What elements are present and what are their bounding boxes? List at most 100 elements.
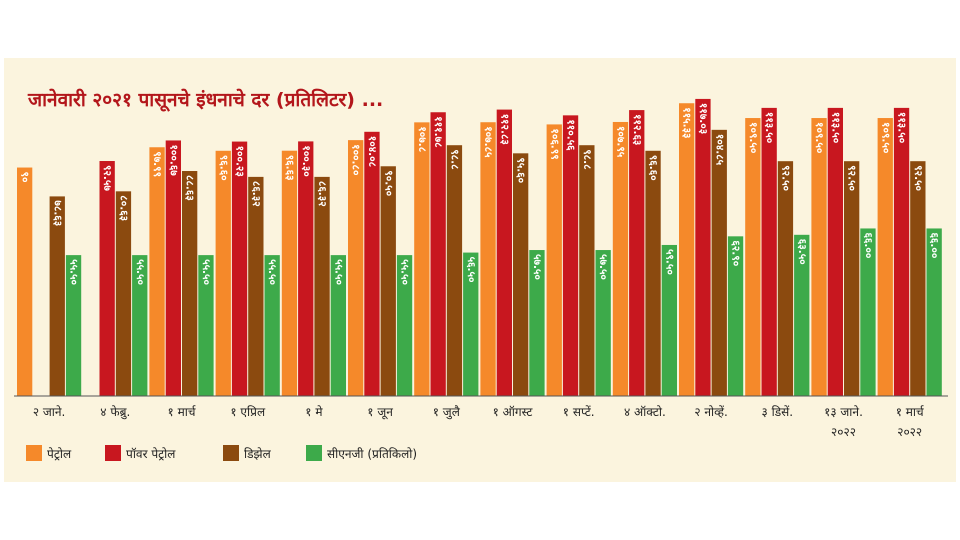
bar-4-11 xyxy=(727,236,744,396)
bar-value-label: १००.८० xyxy=(350,144,362,176)
bar-value-label: १०९.५० xyxy=(879,122,891,154)
bar-2-9 xyxy=(562,115,579,396)
x-tick-label: २ जाने. xyxy=(33,405,66,419)
bar-2-7 xyxy=(430,112,446,397)
bar-1-5 xyxy=(281,150,298,396)
bar-value-label: ६३.५० xyxy=(796,239,808,265)
x-tick-label: १ जुलै xyxy=(433,405,461,420)
bar-3-9 xyxy=(579,145,595,396)
bar-3-12 xyxy=(777,161,794,396)
bar-1-3 xyxy=(149,147,165,396)
bar-1-1 xyxy=(17,167,33,396)
bar-1-11 xyxy=(679,103,695,396)
bar-value-label: १०४.८५ xyxy=(713,134,725,166)
bar-value-label: ९२.५७ xyxy=(101,165,113,191)
bar-value-label: ८०.६३ xyxy=(117,195,129,221)
bars-layer: ९० ७८.६३ ५५.५० ९२.५७ ८०.६३ ५५.५० ९७.९९ १००.६७ ८८… xyxy=(17,98,942,397)
bar-3-4 xyxy=(248,176,264,396)
bar-value-label: १०७.९५ xyxy=(614,126,626,158)
bar-4-9 xyxy=(595,250,611,396)
bar-3-8 xyxy=(513,153,529,396)
bar-4-2 xyxy=(132,255,148,396)
bar-4-13 xyxy=(860,228,876,396)
bar-value-label: ११३.५० xyxy=(896,112,908,144)
x-tick-label: २ नोव्हें. xyxy=(694,405,727,419)
bar-value-label: ९० xyxy=(19,172,31,183)
bar-3-7 xyxy=(446,145,463,396)
legend-label: सीएनजी (प्रतिकिलो) xyxy=(327,447,417,461)
bar-2-6 xyxy=(364,131,380,396)
bar-value-label: ९०.५० xyxy=(382,170,394,196)
bar-1-8 xyxy=(480,122,496,396)
legend-swatch xyxy=(26,445,42,461)
bar-1-4 xyxy=(215,150,231,396)
x-tick-label: २०२२ xyxy=(897,425,922,439)
bar-2-14 xyxy=(893,107,910,396)
bar-value-label: १०९.५० xyxy=(747,122,759,154)
bar-value-label: ११२.६३ xyxy=(631,114,643,145)
bar-value-label: ९६.६० xyxy=(647,155,659,181)
x-tick-label: १ मार्च xyxy=(168,405,197,419)
bar-4-1 xyxy=(65,255,82,396)
bar-value-label: ८८.६३ xyxy=(184,175,196,201)
bar-2-8 xyxy=(496,109,512,396)
bar-4-5 xyxy=(330,255,346,396)
legend-swatch xyxy=(105,445,121,461)
bar-value-label: ५७.५० xyxy=(531,254,543,280)
x-tick-label: १ ऑगस्ट xyxy=(493,405,534,419)
bar-value-label: ९८.८ xyxy=(581,149,593,170)
x-tick-label: १ जून xyxy=(367,405,393,420)
bar-value-label: ११३.५० xyxy=(763,112,775,144)
bar-value-label: ५५.५० xyxy=(266,259,278,285)
bar-value-label: ९५.६० xyxy=(515,157,527,183)
bar-4-12 xyxy=(794,234,810,396)
x-tick-label: २०२२ xyxy=(831,425,856,439)
bar-value-label: ८६.३२ xyxy=(250,181,262,207)
bar-4-3 xyxy=(198,255,214,396)
x-tick-label: १ सप्टें. xyxy=(563,405,595,419)
bar-3-13 xyxy=(844,161,860,396)
bar-value-label: १०७.८ xyxy=(416,126,428,152)
bar-value-label: ५७.५० xyxy=(597,254,609,280)
x-labels-layer: २ जाने. ४ फेब्रु. १ मार्च १ एप्रिल १ मे १ जून… xyxy=(33,405,925,439)
bar-3-14 xyxy=(910,161,926,396)
bar-2-3 xyxy=(165,140,181,396)
bar-value-label: १०४.०८ xyxy=(366,136,378,168)
bar-3-3 xyxy=(182,171,198,396)
bar-value-label: ११५.३३ xyxy=(681,107,693,138)
legend-label: पेट्रोल xyxy=(47,447,72,461)
bar-value-label: १००.६७ xyxy=(167,144,179,176)
bar-value-label: ७८.६३ xyxy=(51,200,63,226)
bar-value-label: १००.२३ xyxy=(234,146,246,177)
x-tick-label: १ मे xyxy=(305,405,323,419)
bar-value-label: ९२.५० xyxy=(846,165,858,191)
bar-1-7 xyxy=(414,122,430,396)
bar-value-label: १०७.८५ xyxy=(482,126,494,158)
bar-4-10 xyxy=(661,244,677,396)
bar-1-14 xyxy=(877,118,893,397)
bar-2-13 xyxy=(827,107,843,396)
legend-label: पॉवर पेट्रोल xyxy=(126,447,176,461)
legend: पेट्रोल पॉवर पेट्रोल डिझेल सीएनजी (प्रतिकिल… xyxy=(26,445,417,461)
bar-2-10 xyxy=(629,110,645,396)
chart-title: जानेवारी २०२१ पासूनचे इंधनाचे दर (प्रतिल… xyxy=(27,88,383,112)
bar-1-10 xyxy=(612,121,629,396)
bar-value-label: १०९.५० xyxy=(813,122,825,154)
bar-value-label: ५५.५० xyxy=(200,259,212,285)
fuel-price-chart: जानेवारी २०२१ पासूनचे इंधनाचे दर (प्रतिल… xyxy=(14,88,948,461)
bar-value-label: ९७.९९ xyxy=(151,151,163,177)
bar-3-1 xyxy=(49,196,65,396)
x-tick-label: ४ ऑक्टो. xyxy=(624,405,666,419)
bar-3-6 xyxy=(380,166,396,396)
bar-value-label: ११७.०३ xyxy=(697,103,709,134)
legend-swatch xyxy=(306,445,322,461)
bar-2-12 xyxy=(761,107,777,396)
bar-value-label: ९६.६० xyxy=(217,155,229,181)
bar-1-12 xyxy=(745,118,761,397)
bar-value-label: ५५.५० xyxy=(399,259,411,285)
bar-value-label: ११०.५६ xyxy=(565,119,577,151)
bar-4-14 xyxy=(926,228,942,396)
bar-3-2 xyxy=(115,191,132,396)
bar-1-6 xyxy=(348,140,364,396)
bar-value-label: ५५.५० xyxy=(332,259,344,285)
